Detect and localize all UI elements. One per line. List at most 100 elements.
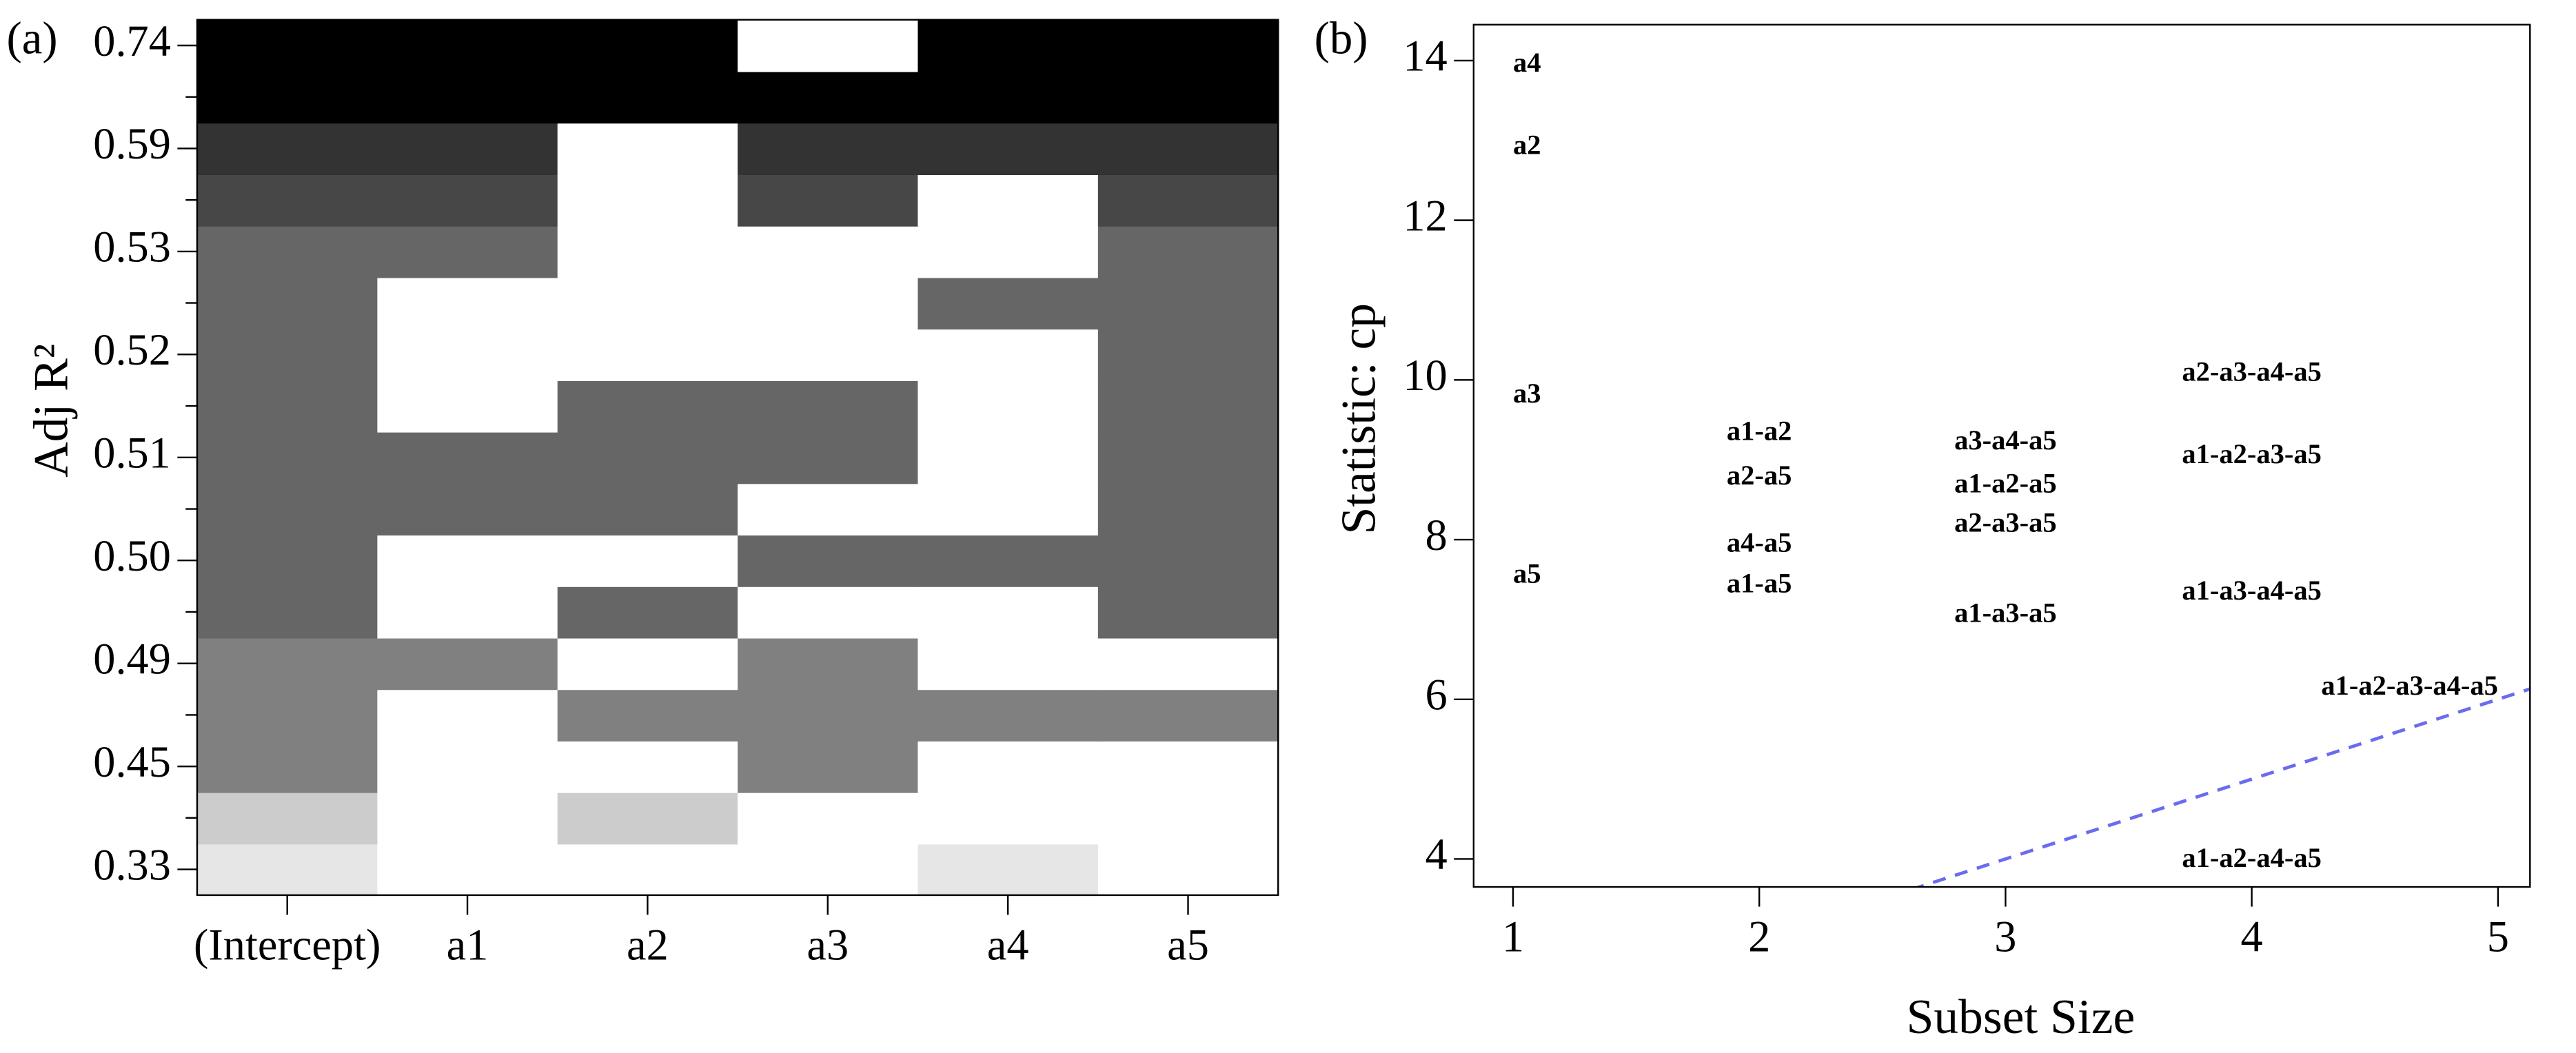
point-label: a3	[1513, 378, 1541, 409]
cell	[738, 637, 919, 691]
y-tick-label: 12	[1403, 191, 1447, 240]
cell	[377, 174, 558, 227]
cell	[738, 740, 919, 793]
cell	[196, 328, 378, 381]
cell	[1097, 71, 1279, 124]
cell	[377, 534, 558, 587]
cell	[196, 792, 378, 845]
y-tick-label: 0.51	[93, 429, 171, 478]
y-tick-label: 0.50	[93, 531, 171, 580]
point-label: a2-a3-a5	[1954, 507, 2056, 538]
x-tick-label: a2	[627, 920, 669, 969]
cell	[377, 483, 558, 536]
cell	[557, 19, 739, 72]
x-tick-label: (Intercept)	[194, 920, 381, 969]
point-label: a3-a4-a5	[1954, 425, 2056, 456]
point-label: a4-a5	[1727, 526, 1792, 558]
cell	[557, 174, 739, 227]
cell	[377, 689, 558, 742]
point-label: a1-a2-a3-a5	[2182, 438, 2321, 469]
cell	[1097, 328, 1279, 381]
cell	[196, 431, 378, 484]
cell	[557, 844, 739, 897]
y-axis-title: Statistic: cp	[1332, 303, 1386, 535]
y-tick-label: 0.33	[93, 840, 171, 889]
y-tick-label: 0.53	[93, 223, 171, 272]
point-label: a2-a3-a4-a5	[2182, 356, 2321, 387]
cell	[196, 277, 378, 330]
cell	[1097, 277, 1279, 330]
cell	[557, 225, 739, 278]
cell	[917, 19, 1099, 72]
cell	[1097, 586, 1279, 639]
cell	[738, 19, 919, 72]
cell	[917, 637, 1099, 691]
x-tick-label: a3	[807, 920, 849, 969]
cell	[1097, 792, 1279, 845]
cell	[557, 792, 739, 845]
cell	[738, 534, 919, 587]
cell	[196, 19, 378, 72]
point-label: a1-a2	[1727, 415, 1792, 446]
y-tick-label: 8	[1426, 511, 1448, 560]
cell	[557, 740, 739, 793]
cell	[1097, 534, 1279, 587]
panel-label: (b)	[1315, 13, 1368, 63]
cell	[377, 431, 558, 484]
cell	[1097, 225, 1279, 278]
cell	[557, 431, 739, 484]
cell	[557, 277, 739, 330]
cell	[557, 71, 739, 124]
cell	[557, 328, 739, 381]
cell	[377, 225, 558, 278]
point-label: a1-a3-a5	[1954, 597, 2056, 628]
y-tick-label: 14	[1403, 32, 1447, 81]
x-tick-label: a1	[447, 920, 489, 969]
panel-label: (a)	[7, 13, 58, 63]
cell	[738, 123, 919, 175]
cell	[738, 431, 919, 484]
cell	[377, 637, 558, 691]
y-tick-label: 10	[1403, 351, 1447, 400]
cell	[917, 380, 1099, 433]
point-label: a1-a2-a5	[1954, 468, 2056, 499]
cell	[738, 174, 919, 227]
cell	[917, 483, 1099, 536]
cell	[557, 123, 739, 175]
cell	[1097, 380, 1279, 433]
point-label: a2-a5	[1727, 460, 1792, 491]
point-label: a1-a2-a4-a5	[2182, 842, 2321, 873]
cell	[917, 328, 1099, 381]
plot-frame	[1472, 23, 2531, 888]
cell	[1097, 431, 1279, 484]
y-tick-label: 0.74	[93, 17, 171, 65]
y-axis-title: Adj R²	[23, 344, 78, 478]
cell	[738, 380, 919, 433]
cell	[1097, 689, 1279, 742]
y-tick-label: 0.45	[93, 737, 171, 786]
cell	[377, 328, 558, 381]
cell	[1097, 483, 1279, 536]
cell	[738, 844, 919, 897]
cell	[377, 19, 558, 72]
cell	[557, 689, 739, 742]
cell	[557, 380, 739, 433]
x-tick-label: 4	[2241, 912, 2263, 961]
cell	[917, 277, 1099, 330]
cell	[738, 586, 919, 639]
cell	[377, 740, 558, 793]
cell	[917, 586, 1099, 639]
cell	[1097, 19, 1279, 72]
cell	[917, 71, 1099, 124]
cell	[196, 534, 378, 587]
cell	[738, 71, 919, 124]
cell	[1097, 844, 1279, 897]
cell	[196, 71, 378, 124]
x-tick-label: a4	[987, 920, 1029, 969]
cell	[196, 225, 378, 278]
cell	[377, 844, 558, 897]
cell	[196, 689, 378, 742]
cell	[196, 740, 378, 793]
